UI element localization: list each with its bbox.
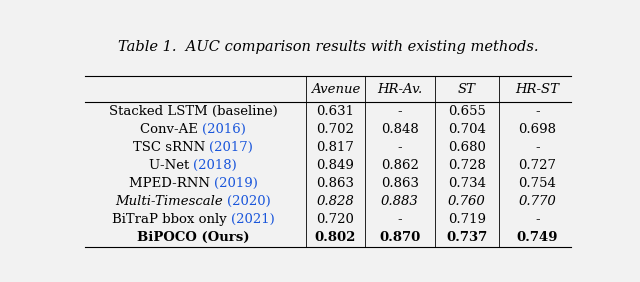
Text: 0.870: 0.870 <box>380 231 420 244</box>
Text: (2021): (2021) <box>230 213 275 226</box>
Text: 0.680: 0.680 <box>448 141 486 154</box>
Text: Table 1.  AUC comparison results with existing methods.: Table 1. AUC comparison results with exi… <box>118 40 538 54</box>
Text: 0.770: 0.770 <box>518 195 556 208</box>
Text: -: - <box>535 141 540 154</box>
Text: 0.734: 0.734 <box>448 177 486 190</box>
Text: MPED-RNN: MPED-RNN <box>129 177 214 190</box>
Text: (2019): (2019) <box>214 177 258 190</box>
Text: Conv-AE: Conv-AE <box>140 123 202 136</box>
Text: 0.817: 0.817 <box>317 141 355 154</box>
Text: 0.862: 0.862 <box>381 159 419 172</box>
Text: 0.704: 0.704 <box>448 123 486 136</box>
Text: TSC sRNN: TSC sRNN <box>133 141 209 154</box>
Text: (2020): (2020) <box>227 195 271 208</box>
Text: -: - <box>535 213 540 226</box>
Text: 0.749: 0.749 <box>516 231 558 244</box>
Text: BiTraP bbox only: BiTraP bbox only <box>112 213 230 226</box>
Text: -: - <box>397 105 402 118</box>
Text: 0.719: 0.719 <box>448 213 486 226</box>
Text: 0.863: 0.863 <box>316 177 355 190</box>
Text: 0.728: 0.728 <box>448 159 486 172</box>
Text: 0.883: 0.883 <box>381 195 419 208</box>
Text: 0.754: 0.754 <box>518 177 556 190</box>
Text: (2018): (2018) <box>193 159 237 172</box>
Text: 0.727: 0.727 <box>518 159 556 172</box>
Text: 0.737: 0.737 <box>446 231 488 244</box>
Text: 0.720: 0.720 <box>317 213 355 226</box>
Text: HR-ST: HR-ST <box>515 83 559 96</box>
Text: 0.802: 0.802 <box>315 231 356 244</box>
Text: Stacked LSTM (baseline): Stacked LSTM (baseline) <box>109 105 278 118</box>
Text: 0.698: 0.698 <box>518 123 556 136</box>
Text: 0.828: 0.828 <box>317 195 355 208</box>
Text: 0.863: 0.863 <box>381 177 419 190</box>
Text: 0.631: 0.631 <box>316 105 355 118</box>
Text: (2016): (2016) <box>202 123 246 136</box>
Text: (2017): (2017) <box>209 141 253 154</box>
Text: 0.655: 0.655 <box>448 105 486 118</box>
Text: 0.849: 0.849 <box>317 159 355 172</box>
Text: BiPOCO (Ours): BiPOCO (Ours) <box>137 231 250 244</box>
Text: -: - <box>397 141 402 154</box>
Text: ST: ST <box>458 83 476 96</box>
Text: HR-Av.: HR-Av. <box>378 83 422 96</box>
Text: Avenue: Avenue <box>311 83 360 96</box>
Text: -: - <box>397 213 402 226</box>
Text: Multi-Timescale: Multi-Timescale <box>115 195 227 208</box>
Text: 0.760: 0.760 <box>448 195 486 208</box>
Text: 0.848: 0.848 <box>381 123 419 136</box>
Text: -: - <box>535 105 540 118</box>
Text: 0.702: 0.702 <box>317 123 355 136</box>
Text: U-Net: U-Net <box>149 159 193 172</box>
